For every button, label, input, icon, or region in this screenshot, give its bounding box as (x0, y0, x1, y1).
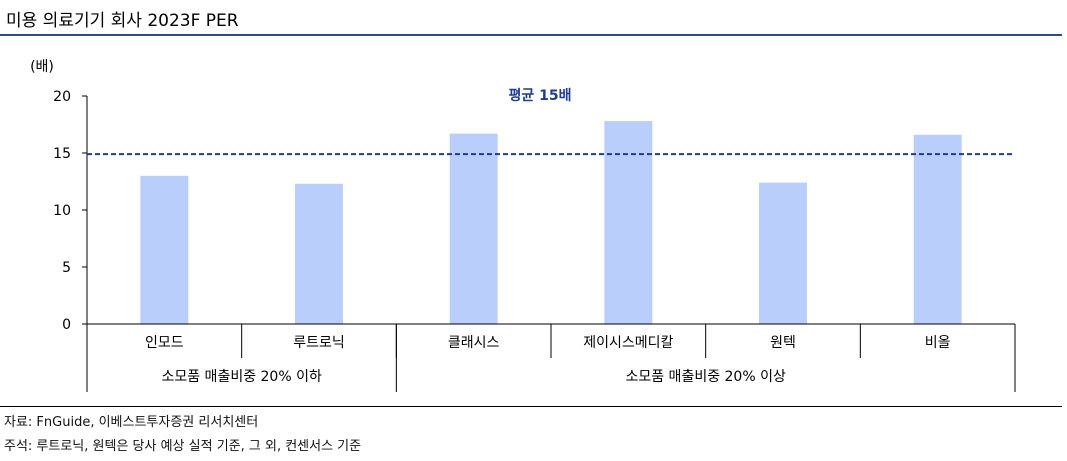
bar-3 (449, 133, 498, 324)
footnote: 주석: 루트로닉, 원텍은 당사 예상 실적 기준, 그 외, 컨센서스 기준 (4, 439, 362, 454)
y-axis: (배) 0 5 10 15 20 (30, 59, 88, 333)
bar-chart: (배) 0 5 10 15 20 평균 15배 인모드 루트로닉 클래시스 제이시스메디칼 원텍 비… (30, 59, 1016, 392)
average-label: 평균 15배 (509, 87, 572, 104)
source-note: 자료: FnGuide, 이베스트투자증권 리서치센터 (4, 415, 259, 430)
y-axis-unit: (배) (30, 59, 54, 75)
footer-divider (0, 406, 1062, 407)
group-label: 소모품 매출비중 20% 이하 (161, 369, 322, 385)
average-line-group: 평균 15배 (87, 87, 1015, 156)
bar-2 (295, 183, 343, 324)
x-tick-label: 제이시스메디칼 (583, 335, 673, 351)
bar-1 (140, 175, 189, 324)
y-tick-label: 10 (53, 203, 71, 219)
group-label: 소모품 매출비중 20% 이상 (625, 369, 786, 385)
x-tick-label: 인모드 (145, 335, 184, 351)
chart-title: 미용 의료기기 회사 2023F PER (6, 11, 239, 31)
y-tick-label: 15 (53, 146, 71, 162)
x-tick-label: 원텍 (770, 335, 796, 351)
x-tick-label: 클래시스 (448, 335, 500, 351)
bar-5 (759, 182, 807, 324)
bar-4 (604, 121, 653, 324)
bar-series (140, 121, 962, 324)
y-tick-label: 5 (62, 260, 71, 276)
bar-6 (913, 134, 962, 324)
x-tick-label: 비올 (925, 335, 951, 351)
title-divider (0, 34, 1062, 36)
y-tick-label: 0 (62, 317, 71, 333)
x-tick-label: 루트로닉 (293, 335, 345, 351)
y-tick-label: 20 (53, 89, 71, 105)
